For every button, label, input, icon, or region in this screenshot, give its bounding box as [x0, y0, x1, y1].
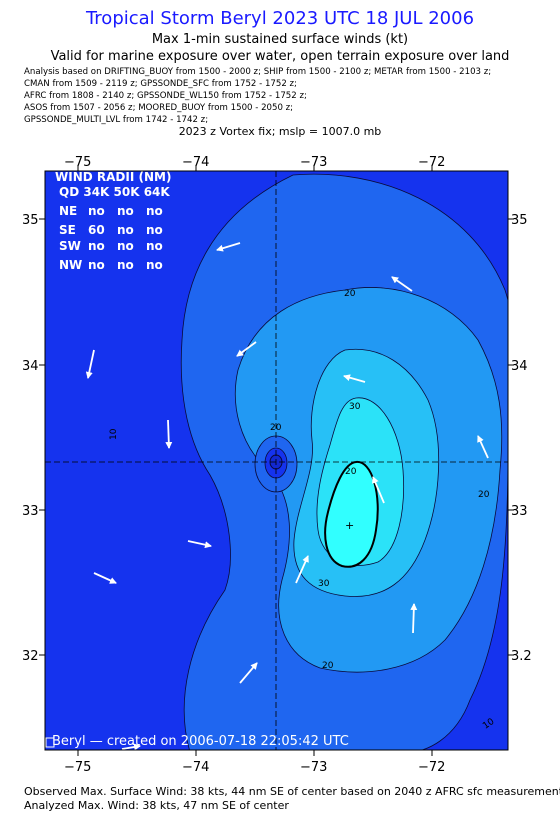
analysis-line: ASOS from 1507 - 2056 z; MOORED_BUOY fro… — [24, 103, 294, 113]
wind-level-38-max — [324, 460, 379, 568]
radii-50k-nw: no — [117, 258, 134, 272]
lon-tick-label: −74 — [182, 760, 209, 775]
radii-64k-nw: no — [146, 258, 163, 272]
map-subtitle-winds: Max 1-min sustained surface winds (kt) — [151, 32, 409, 47]
lat-tick-label: 33 — [22, 504, 39, 519]
lon-tick-label: −72 — [418, 155, 445, 170]
radii-qd-ne: NE — [59, 204, 77, 218]
analysis-line: CMAN from 1509 - 2119 z; GPSSONDE_SFC fr… — [24, 79, 297, 89]
lon-tick-label: −75 — [64, 760, 91, 775]
wind-arrow — [391, 276, 413, 292]
radii-qd-sw: SW — [59, 239, 81, 253]
radii-50k-se: no — [117, 223, 134, 237]
lat-tick-label-right: 33 — [511, 504, 528, 519]
wind-arrow — [477, 435, 489, 459]
lat-tick-label: 35 — [22, 213, 39, 228]
wind-arrow — [343, 374, 366, 383]
contour-label: 20 — [478, 490, 490, 500]
map-subtitle-exposure: Valid for marine exposure over water, op… — [50, 49, 510, 64]
contour-label: 30 — [349, 402, 361, 412]
radii-64k-sw: no — [146, 239, 163, 253]
lat-tick-label: 32 — [22, 649, 39, 664]
radii-64k-ne: no — [146, 204, 163, 218]
wind-arrow — [93, 572, 117, 584]
plot-frame — [44, 170, 509, 751]
observed-max-wind: Observed Max. Surface Wind: 38 kts, 44 n… — [24, 785, 560, 798]
radii-qd-se: SE — [59, 223, 76, 237]
lat-axis-ticks — [39, 218, 514, 656]
analysis-line: GPSSONDE_MULTI_LVL from 1742 - 1742 z; — [24, 115, 209, 125]
lat-tick-label: 34 — [22, 359, 39, 374]
radii-34k-nw: no — [88, 258, 105, 272]
wind-arrow — [187, 540, 212, 549]
radii-64k-se: no — [146, 223, 163, 237]
contour-label: 10 — [109, 428, 119, 440]
wind-arrow — [295, 555, 309, 584]
radii-50k-sw: no — [117, 239, 134, 253]
contour-label: 20 — [322, 661, 334, 671]
credit-box — [45, 737, 55, 748]
wind-arrow — [372, 476, 385, 504]
wind-arrow — [410, 603, 418, 634]
contour-label: 20 — [270, 423, 282, 433]
wind-radii-title: WIND RADII (NM) — [55, 170, 171, 184]
lon-tick-label: −75 — [64, 155, 91, 170]
map-title: Tropical Storm Beryl 2023 UTC 18 JUL 200… — [85, 8, 475, 29]
contour-label: 20 — [345, 467, 357, 477]
wind-vectors — [85, 242, 489, 750]
lat-tick-label-right: 35 — [511, 213, 528, 228]
radii-34k-sw: no — [88, 239, 105, 253]
radii-34k-se: 60 — [88, 223, 105, 237]
contour-label: 30 — [318, 579, 330, 589]
radii-50k-ne: no — [117, 204, 134, 218]
analysis-line: Analysis based on DRIFTING_BUOY from 150… — [24, 67, 492, 77]
wind-arrow — [236, 341, 257, 357]
map-credit: Beryl — created on 2006-07-18 22:05:42 U… — [52, 734, 349, 749]
wind-radii-table: WIND RADII (NM) QD 34K 50K 64K NE no no … — [55, 170, 171, 272]
wind-radii-header: QD 34K 50K 64K — [59, 185, 170, 199]
wind-arrow — [165, 419, 173, 449]
lon-axis-ticks — [77, 165, 433, 756]
wind-arrow — [121, 743, 141, 750]
analyzed-max-wind: Analyzed Max. Wind: 38 kts, 47 nm SE of … — [24, 799, 289, 812]
lon-tick-label: −74 — [182, 155, 209, 170]
lon-tick-label: −73 — [300, 155, 327, 170]
contour-label: 20 — [344, 289, 356, 299]
wind-arrow — [216, 242, 241, 252]
analysis-sources: Analysis based on DRIFTING_BUOY from 150… — [24, 66, 491, 126]
vortex-fix: 2023 z Vortex fix; mslp = 1007.0 mb — [178, 125, 382, 138]
analysis-line: AFRC from 1808 - 2140 z; GPSSONDE_WL150 … — [24, 91, 307, 101]
lon-tick-label: −72 — [418, 760, 445, 775]
center-plus-marker: + — [345, 519, 354, 532]
lon-tick-label: −73 — [300, 760, 327, 775]
lat-tick-label-right: 34 — [511, 359, 528, 374]
radii-qd-nw: NW — [59, 258, 82, 272]
wind-arrow — [239, 662, 258, 684]
wind-arrow — [85, 349, 95, 379]
radii-34k-ne: no — [88, 204, 105, 218]
lat-tick-label-right: 3.2 — [511, 649, 532, 664]
